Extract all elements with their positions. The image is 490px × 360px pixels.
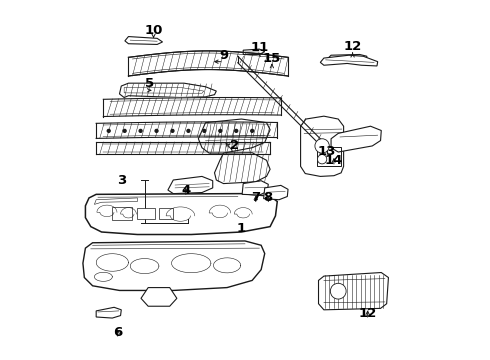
Text: 5: 5 [146, 77, 154, 90]
Text: 13: 13 [318, 145, 336, 158]
PathPatch shape [125, 37, 163, 44]
Polygon shape [96, 122, 277, 138]
Text: 8: 8 [264, 192, 273, 204]
Text: 2: 2 [230, 139, 239, 152]
PathPatch shape [327, 54, 367, 62]
PathPatch shape [141, 288, 177, 306]
PathPatch shape [243, 49, 265, 54]
Polygon shape [103, 98, 281, 117]
Polygon shape [238, 56, 327, 152]
Text: 7: 7 [251, 192, 260, 204]
Polygon shape [128, 51, 288, 76]
PathPatch shape [264, 185, 288, 200]
Text: 11: 11 [250, 41, 269, 54]
Bar [159, 208, 173, 219]
Text: 10: 10 [145, 24, 163, 37]
PathPatch shape [300, 116, 343, 176]
Text: 9: 9 [219, 49, 228, 62]
Text: 4: 4 [181, 184, 191, 197]
PathPatch shape [320, 55, 378, 66]
PathPatch shape [331, 126, 381, 152]
PathPatch shape [85, 194, 277, 234]
Circle shape [155, 130, 158, 132]
Bar [317, 147, 341, 166]
PathPatch shape [83, 241, 265, 291]
Text: 1: 1 [237, 222, 246, 235]
Bar [112, 207, 132, 220]
Circle shape [315, 139, 329, 153]
Text: 6: 6 [113, 326, 122, 339]
Circle shape [171, 130, 174, 132]
Circle shape [251, 130, 254, 132]
Circle shape [203, 130, 206, 132]
Bar [137, 208, 155, 220]
PathPatch shape [168, 176, 213, 194]
PathPatch shape [215, 153, 270, 184]
Text: 15: 15 [263, 51, 281, 64]
Circle shape [330, 283, 346, 299]
Circle shape [107, 130, 110, 132]
Text: 12: 12 [343, 40, 362, 53]
Text: 3: 3 [117, 174, 126, 187]
PathPatch shape [120, 83, 216, 98]
Polygon shape [96, 142, 270, 154]
PathPatch shape [318, 273, 389, 310]
Circle shape [318, 154, 327, 164]
Text: 12: 12 [359, 307, 377, 320]
Circle shape [123, 130, 126, 132]
PathPatch shape [96, 307, 122, 318]
Circle shape [235, 130, 238, 132]
PathPatch shape [242, 181, 269, 195]
PathPatch shape [198, 119, 270, 153]
Text: 14: 14 [325, 154, 343, 167]
Circle shape [139, 130, 142, 132]
Circle shape [219, 130, 222, 132]
Circle shape [187, 130, 190, 132]
